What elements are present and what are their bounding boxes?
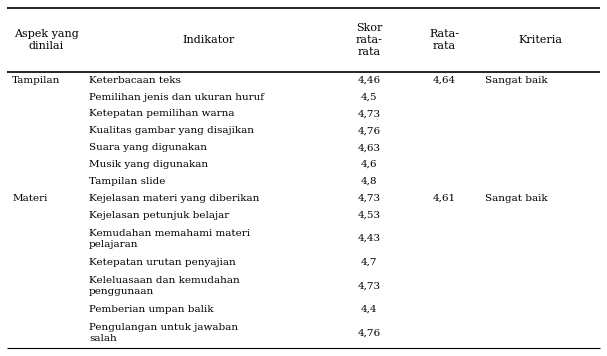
Text: 4,64: 4,64	[433, 76, 456, 85]
Text: 4,53: 4,53	[358, 210, 381, 220]
Text: Kemudahan memahami materi
pelajaran: Kemudahan memahami materi pelajaran	[89, 229, 250, 248]
Text: Sangat baik: Sangat baik	[486, 194, 548, 203]
Text: Kriteria: Kriteria	[519, 35, 563, 45]
Text: Kualitas gambar yang disajikan: Kualitas gambar yang disajikan	[89, 126, 254, 135]
Text: 4,73: 4,73	[358, 281, 381, 290]
Text: 4,63: 4,63	[358, 143, 381, 152]
Text: Ketepatan urutan penyajian: Ketepatan urutan penyajian	[89, 258, 236, 267]
Text: Kejelasan petunjuk belajar: Kejelasan petunjuk belajar	[89, 210, 229, 220]
Text: Rata-
rata: Rata- rata	[429, 29, 459, 51]
Text: Skor
rata-
rata: Skor rata- rata	[356, 23, 382, 57]
Text: Pengulangan untuk jawaban
salah: Pengulangan untuk jawaban salah	[89, 323, 239, 343]
Text: 4,7: 4,7	[361, 258, 377, 267]
Text: Suara yang digunakan: Suara yang digunakan	[89, 143, 207, 152]
Text: Aspek yang
dinilai: Aspek yang dinilai	[14, 29, 79, 51]
Text: Pemberian umpan balik: Pemberian umpan balik	[89, 305, 214, 314]
Text: 4,61: 4,61	[433, 194, 456, 203]
Text: 4,73: 4,73	[358, 194, 381, 203]
Text: Tampilan slide: Tampilan slide	[89, 177, 166, 186]
Text: 4,4: 4,4	[361, 305, 377, 314]
Text: Materi: Materi	[12, 194, 47, 203]
Text: Tampilan: Tampilan	[12, 76, 61, 85]
Text: 4,76: 4,76	[358, 126, 381, 135]
Text: Musik yang digunakan: Musik yang digunakan	[89, 160, 208, 169]
Text: 4,73: 4,73	[358, 110, 381, 119]
Text: 4,8: 4,8	[361, 177, 377, 186]
Text: 4,5: 4,5	[361, 93, 377, 101]
Text: 4,6: 4,6	[361, 160, 377, 169]
Text: Keleluasaan dan kemudahan
penggunaan: Keleluasaan dan kemudahan penggunaan	[89, 276, 240, 296]
Text: 4,43: 4,43	[358, 234, 381, 243]
Text: Indikator: Indikator	[182, 35, 234, 45]
Text: 4,46: 4,46	[358, 76, 381, 85]
Text: 4,76: 4,76	[358, 329, 381, 337]
Text: Pemilihan jenis dan ukuran huruf: Pemilihan jenis dan ukuran huruf	[89, 93, 264, 101]
Text: Ketepatan pemilihan warna: Ketepatan pemilihan warna	[89, 110, 235, 119]
Text: Sangat baik: Sangat baik	[486, 76, 548, 85]
Text: Keterbacaan teks: Keterbacaan teks	[89, 76, 181, 85]
Text: Kejelasan materi yang diberikan: Kejelasan materi yang diberikan	[89, 194, 260, 203]
